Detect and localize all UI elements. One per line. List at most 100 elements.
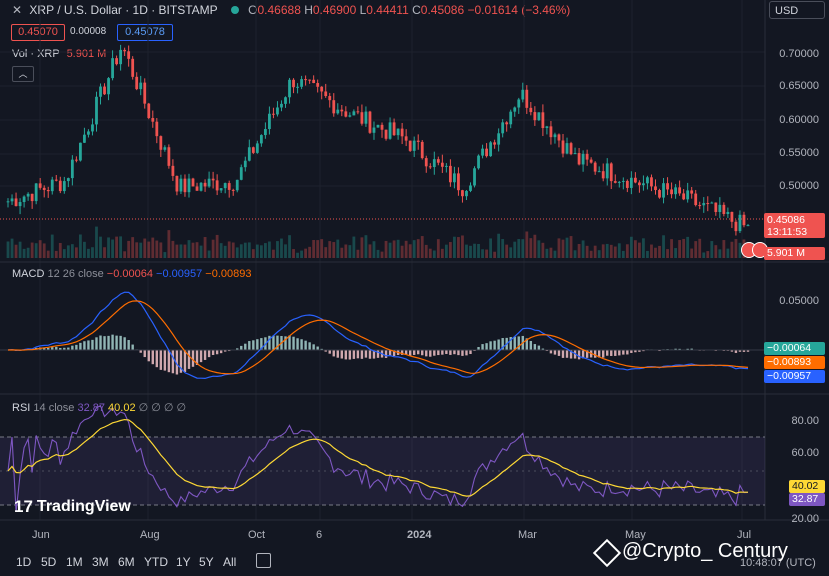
macd-histogram-bar bbox=[694, 349, 697, 351]
volume-bar bbox=[243, 242, 247, 258]
timeframe-3m[interactable]: 3M bbox=[92, 555, 109, 569]
macd-histogram-bar bbox=[726, 350, 730, 351]
candle-body bbox=[50, 179, 54, 192]
macd-histogram-bar bbox=[553, 350, 557, 355]
volume-bar bbox=[62, 249, 66, 258]
bar-countdown: 13:11:53 bbox=[767, 226, 808, 238]
volume-bar bbox=[517, 239, 521, 258]
timeframe-ytd[interactable]: YTD bbox=[144, 555, 168, 569]
macd-histogram-bar bbox=[674, 348, 677, 351]
volume-bar bbox=[259, 245, 263, 258]
volume-bar bbox=[22, 248, 26, 258]
candle-body bbox=[223, 183, 227, 189]
macd-histogram-bar bbox=[199, 350, 203, 363]
candle-body bbox=[674, 187, 677, 195]
volume-bar bbox=[376, 249, 380, 258]
candle-body bbox=[183, 178, 187, 193]
candle-body bbox=[340, 109, 344, 112]
candle-body bbox=[465, 190, 468, 197]
macd-histogram-bar bbox=[698, 350, 701, 351]
macd-histogram-bar bbox=[529, 340, 533, 351]
candle-body bbox=[360, 112, 364, 124]
macd-histogram-bar bbox=[83, 341, 86, 351]
macd-histogram-bar bbox=[630, 350, 633, 353]
symbol-title[interactable]: XRP / U.S. Dollar · 1D · BITSTAMP bbox=[29, 3, 218, 17]
candle-body bbox=[87, 131, 90, 135]
macd-histogram-bar bbox=[561, 350, 565, 358]
candle-body bbox=[489, 142, 493, 157]
macd-histogram-bar bbox=[702, 350, 705, 351]
candle-body bbox=[670, 189, 673, 195]
timeframe-6m[interactable]: 6M bbox=[118, 555, 135, 569]
price-axis-label: 0.65000 bbox=[779, 80, 819, 92]
market-status-icon bbox=[230, 6, 239, 14]
candle-body bbox=[625, 180, 629, 188]
macd-histogram-bar bbox=[10, 349, 14, 351]
macd-histogram-bar bbox=[139, 350, 142, 353]
volume-bar bbox=[372, 241, 376, 258]
volume-bar bbox=[50, 234, 54, 258]
timeframe-all[interactable]: All bbox=[223, 555, 237, 569]
candle-body bbox=[597, 171, 601, 173]
macd-histogram-bar bbox=[473, 350, 476, 351]
candle-body bbox=[10, 198, 14, 202]
macd-line-tag: −0.00957 bbox=[764, 370, 825, 383]
collapse-legend-button[interactable]: ︿ bbox=[12, 66, 34, 82]
timeframe-5d[interactable]: 5D bbox=[41, 555, 57, 569]
change-value: −0.01614 (−3.46%) bbox=[467, 3, 571, 17]
ask-box[interactable]: 0.45078 bbox=[117, 24, 173, 41]
candle-body bbox=[352, 111, 356, 116]
volume-bar bbox=[10, 238, 14, 258]
volume-bar bbox=[609, 244, 613, 258]
candle-body bbox=[255, 143, 259, 153]
currency-select[interactable]: USD bbox=[769, 1, 825, 19]
rsi-ma-value: 40.02 bbox=[108, 402, 136, 414]
volume-bar bbox=[183, 244, 187, 258]
volume-bar bbox=[706, 251, 710, 258]
timeframe-1m[interactable]: 1M bbox=[66, 555, 83, 569]
volume-bar bbox=[650, 244, 653, 258]
macd-histogram-bar bbox=[324, 350, 327, 352]
tradingview-logo[interactable]: 17 TradingView bbox=[14, 497, 131, 517]
ohlc-value: 0.45086 bbox=[420, 3, 468, 17]
macd-histogram-bar bbox=[67, 347, 70, 351]
volume-bar bbox=[501, 239, 505, 258]
candle-body bbox=[569, 143, 573, 155]
volume-bar bbox=[344, 244, 348, 258]
macd-histogram-bar bbox=[79, 342, 82, 351]
volume-bar bbox=[34, 243, 38, 258]
macd-histogram-bar bbox=[187, 350, 191, 369]
macd-histogram-bar bbox=[203, 350, 207, 360]
macd-histogram-bar bbox=[163, 350, 167, 371]
candle-body bbox=[83, 134, 86, 143]
macd-histogram-bar bbox=[284, 336, 287, 351]
timeframe-1y[interactable]: 1Y bbox=[176, 555, 191, 569]
macd-histogram-bar bbox=[228, 350, 231, 352]
ohlc-values: O0.46688 H0.46900 L0.44411 C0.45086 bbox=[248, 3, 467, 17]
candle-body bbox=[364, 111, 368, 124]
timeframe-5y[interactable]: 5Y bbox=[199, 555, 214, 569]
macd-histogram-bar bbox=[111, 334, 114, 351]
volume-bar bbox=[58, 242, 62, 258]
volume-bar bbox=[726, 248, 730, 258]
volume-bar bbox=[38, 240, 42, 258]
utc-clock[interactable]: 10:48:07 (UTC) bbox=[740, 557, 816, 569]
calendar-goto-icon[interactable] bbox=[256, 553, 271, 568]
candle-body bbox=[66, 178, 70, 182]
candle-body bbox=[521, 89, 525, 100]
candle-body bbox=[14, 198, 18, 207]
timeframe-1d[interactable]: 1D bbox=[16, 555, 32, 569]
candle-body bbox=[316, 83, 320, 87]
macd-histogram-bar bbox=[352, 350, 356, 359]
candle-body bbox=[706, 203, 710, 205]
candle-body bbox=[284, 97, 287, 104]
volume-bar bbox=[42, 243, 46, 258]
volume-bar bbox=[477, 243, 480, 258]
grid-lines bbox=[0, 0, 765, 520]
bid-box[interactable]: 0.45070 bbox=[11, 24, 65, 41]
close-symbol-icon[interactable]: ✕ bbox=[12, 3, 23, 17]
candle-body bbox=[135, 76, 139, 90]
volume-bar bbox=[251, 249, 255, 258]
volume-bar bbox=[553, 250, 557, 258]
